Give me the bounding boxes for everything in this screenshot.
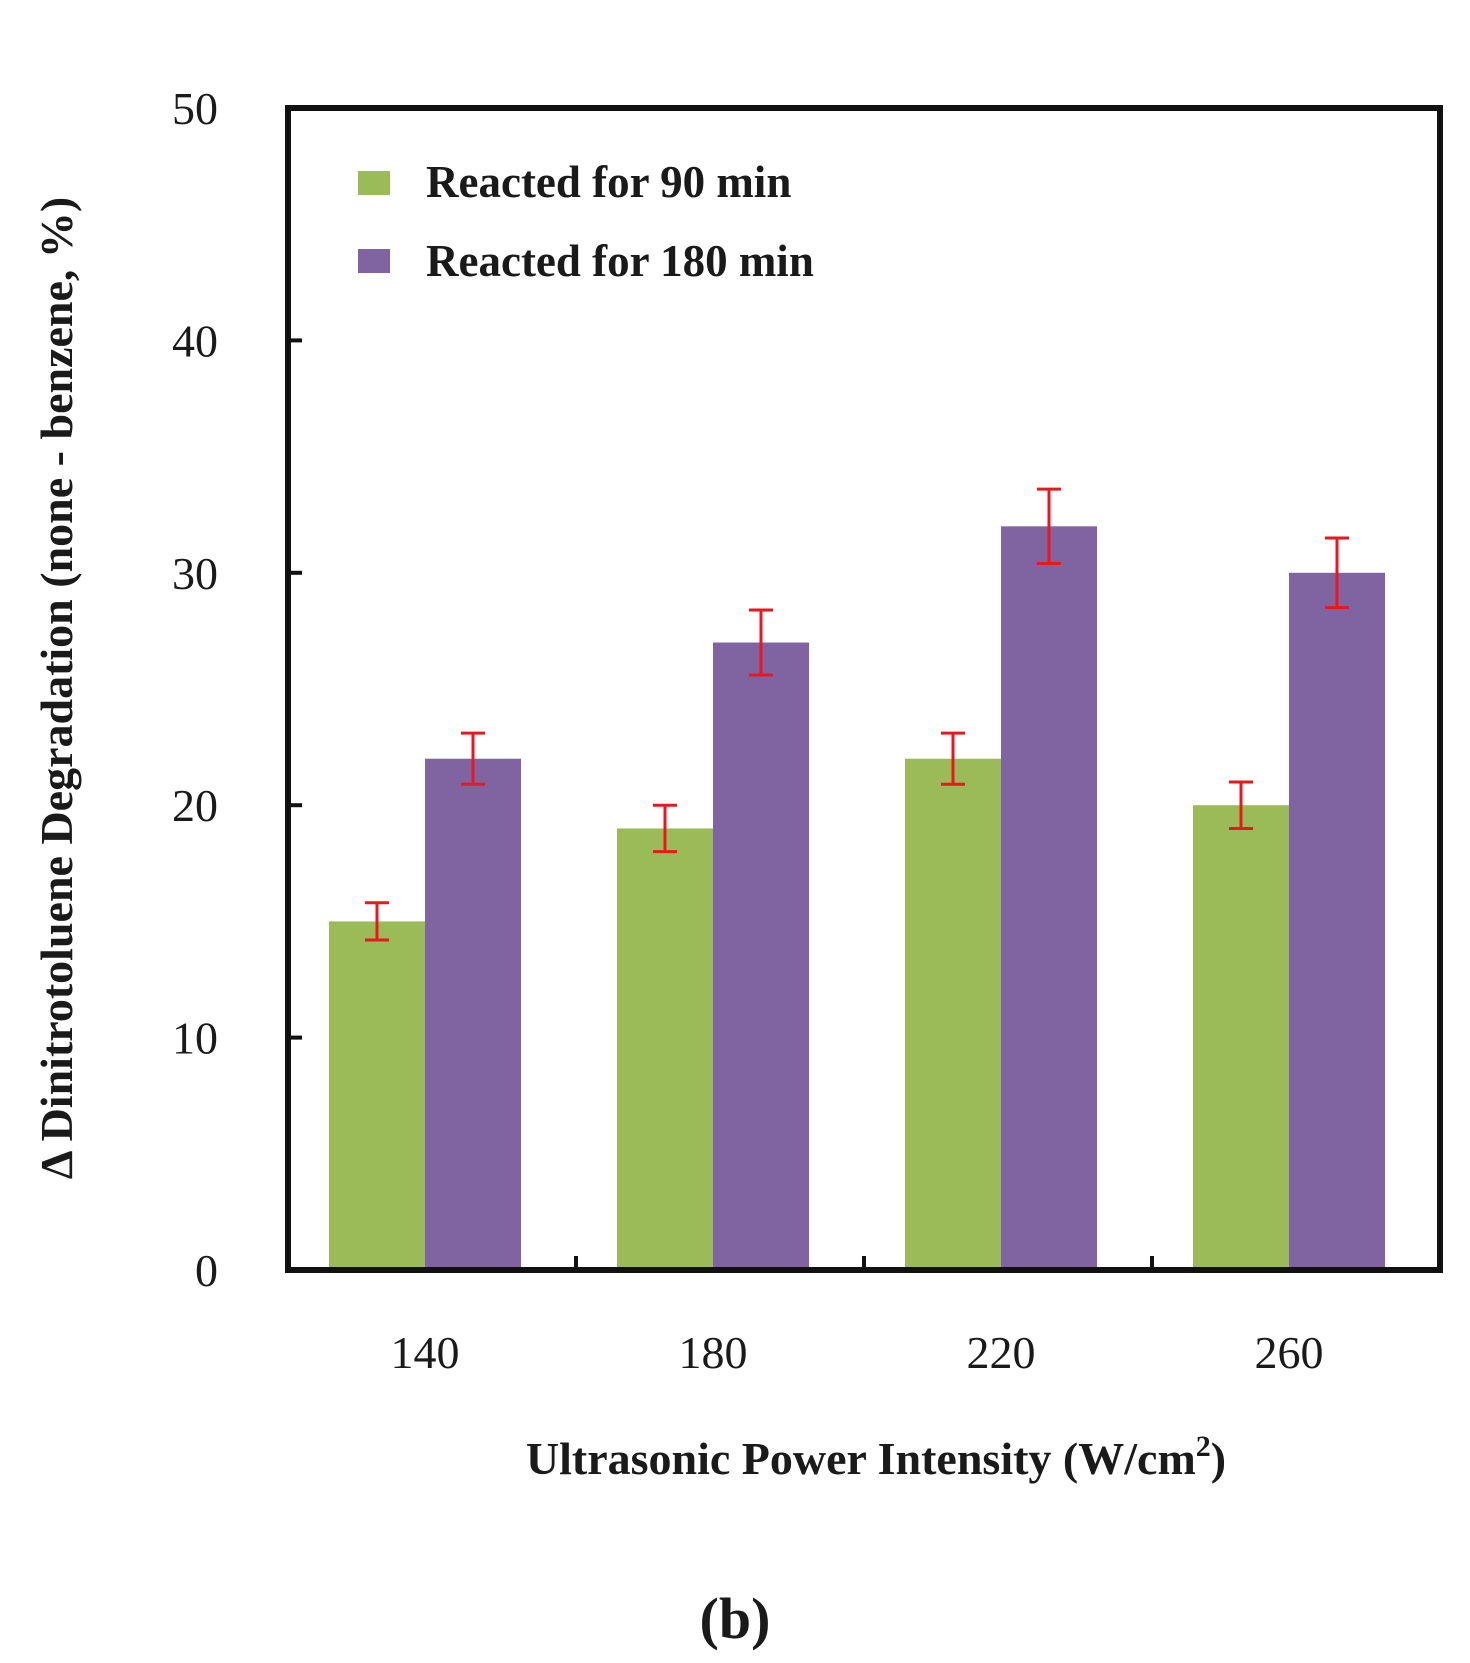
error-bar-180min-140 (461, 731, 485, 786)
error-bar-180min-260 (1325, 536, 1349, 610)
bar-180min-140 (425, 758, 521, 1270)
x-tick-label-180: 180 (679, 1327, 748, 1378)
x-tick-label-260: 260 (1255, 1327, 1324, 1378)
bar-90min-220 (905, 758, 1001, 1270)
x-tick-label-220: 220 (967, 1327, 1036, 1378)
bar-90min-140 (329, 921, 425, 1270)
x-axis-title-superscript: 2 (1196, 1430, 1211, 1463)
y-tick-label-20: 20 (172, 780, 218, 831)
error-bar-90min-140 (365, 901, 389, 942)
bar-180min-220 (1001, 526, 1097, 1270)
error-bar-90min-220 (941, 731, 965, 786)
error-bar-90min-260 (1229, 780, 1253, 830)
error-bars-layer (365, 487, 1349, 942)
error-bar-180min-180 (749, 608, 773, 677)
y-tick-label-0: 0 (195, 1245, 218, 1296)
bars-layer (329, 526, 1385, 1270)
error-bar-180min-220 (1037, 487, 1061, 566)
panel-label: (b) (700, 1586, 771, 1651)
bar-90min-180 (617, 828, 713, 1270)
legend-label-180min: Reacted for 180 min (426, 236, 814, 286)
bar-90min-260 (1193, 805, 1289, 1270)
x-axis-title-main: Ultrasonic Power Intensity (W/cm (526, 1433, 1196, 1484)
error-bar-90min-180 (653, 803, 677, 854)
y-axis-title: Δ Dinitrotoluene Degradation (none - ben… (31, 197, 82, 1179)
ticks-layer: 140 180 220 260 0 10 20 30 40 50 (172, 83, 1324, 1378)
y-tick-label-50: 50 (172, 83, 218, 134)
y-tick-label-30: 30 (172, 548, 218, 599)
legend-label-90min: Reacted for 90 min (426, 157, 791, 207)
legend-swatch-90min (358, 171, 390, 195)
bar-180min-260 (1289, 572, 1385, 1270)
y-tick-label-10: 10 (172, 1013, 218, 1064)
x-tick-label-140: 140 (391, 1327, 460, 1378)
x-axis-title: Ultrasonic Power Intensity (W/cm2) (526, 1430, 1226, 1484)
legend-swatch-180min (358, 249, 390, 273)
x-axis-title-suffix: ) (1211, 1433, 1226, 1484)
legend: Reacted for 90 min Reacted for 180 min (358, 157, 814, 286)
y-tick-label-40: 40 (172, 315, 218, 366)
bar-180min-180 (713, 642, 809, 1270)
